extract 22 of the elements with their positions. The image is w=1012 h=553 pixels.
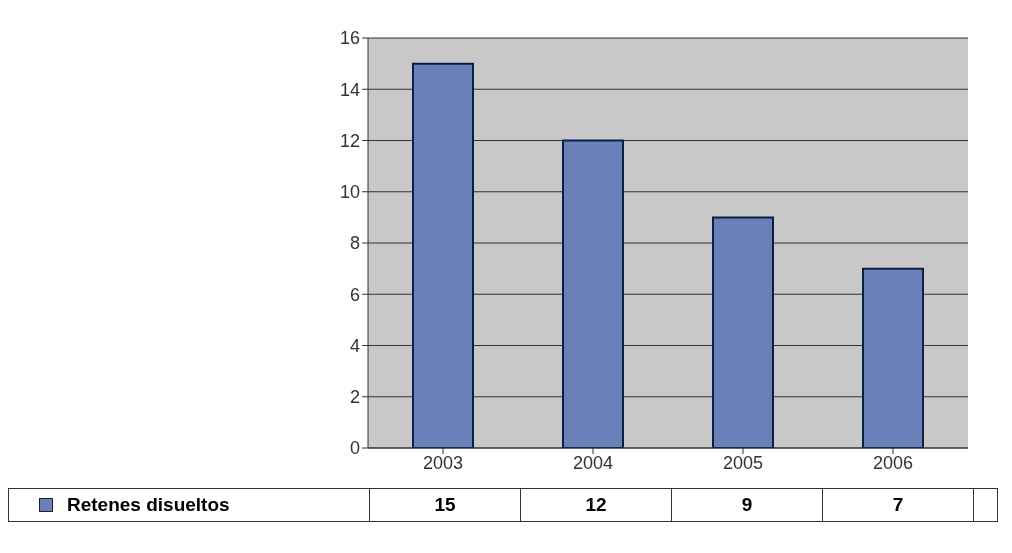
bar — [862, 267, 924, 448]
y-tick-label: 8 — [349, 233, 360, 254]
y-tick-label: 16 — [339, 28, 360, 49]
x-tick-label: 2003 — [422, 452, 464, 473]
x-tick-label: 2004 — [572, 452, 614, 473]
data-label: 15 — [370, 489, 521, 521]
y-tick-label: 6 — [349, 284, 360, 305]
bar — [562, 139, 624, 448]
legend-label: Retenes disueltos — [67, 494, 230, 516]
data-label: 7 — [823, 489, 974, 521]
data-label: 12 — [521, 489, 672, 521]
bar — [412, 62, 474, 448]
bar — [712, 216, 774, 448]
y-tick-label: 0 — [349, 438, 360, 459]
y-tick-label: 2 — [349, 387, 360, 408]
x-tick-label: 2006 — [872, 452, 914, 473]
y-tick-label: 14 — [339, 79, 360, 100]
y-tick-label: 10 — [339, 182, 360, 203]
data-label: 9 — [672, 489, 823, 521]
x-tick-label: 2005 — [722, 452, 764, 473]
y-tick-label: 4 — [349, 335, 360, 356]
y-tick-label: 12 — [339, 130, 360, 151]
